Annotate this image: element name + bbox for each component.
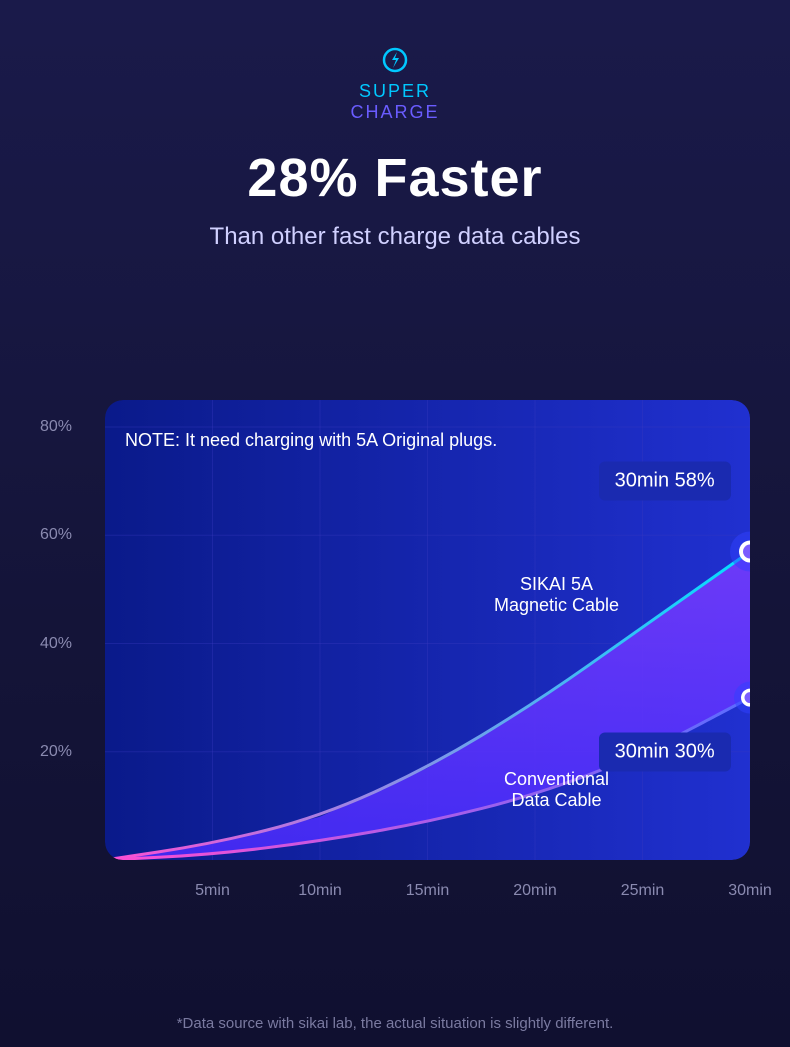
x-axis-label: 30min [728, 882, 772, 900]
x-axis-label: 10min [298, 882, 342, 900]
x-axis-label: 15min [406, 882, 450, 900]
y-axis-label: 60% [40, 526, 72, 544]
subhead: Than other fast charge data cables [0, 223, 790, 251]
brand-line2: CHARGE [0, 102, 790, 123]
value-badge: 30min 58% [599, 462, 731, 501]
series-label: Conventional Data Cable [504, 769, 609, 811]
x-axis-label: 5min [195, 882, 230, 900]
bolt-icon [380, 45, 410, 75]
x-axis-label: 20min [513, 882, 557, 900]
x-axis-label: 25min [621, 882, 665, 900]
chart: NOTE: It need charging with 5A Original … [40, 400, 750, 940]
brand-line1: SUPER [0, 81, 790, 102]
series-label: SIKAI 5A Magnetic Cable [494, 574, 619, 616]
value-badge: 30min 30% [599, 732, 731, 771]
chart-note: NOTE: It need charging with 5A Original … [125, 430, 497, 451]
headline: 28% Faster [0, 147, 790, 209]
y-axis-label: 80% [40, 418, 72, 436]
chart-plot: NOTE: It need charging with 5A Original … [105, 400, 750, 860]
brand-logo: SUPER CHARGE [0, 45, 790, 123]
y-axis-label: 20% [40, 743, 72, 761]
disclaimer: *Data source with sikai lab, the actual … [0, 1015, 790, 1032]
y-axis-label: 40% [40, 635, 72, 653]
